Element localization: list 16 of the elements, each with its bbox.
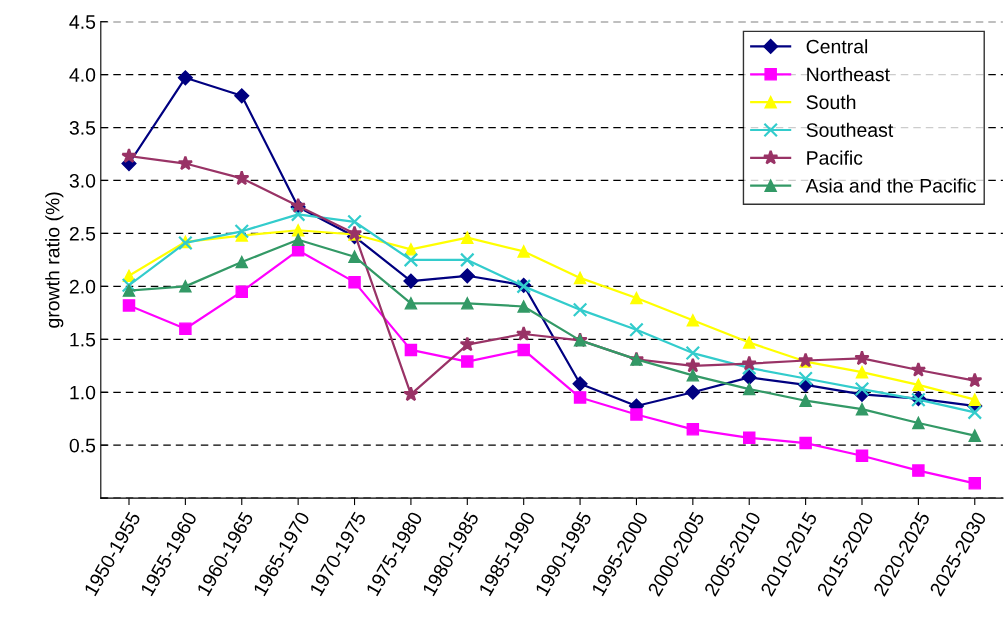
legend-label: South (806, 94, 856, 110)
y-axis-title: growth ratio (%) (45, 192, 64, 328)
legend-label: Southeast (806, 122, 894, 137)
y-tick-label: 3.0 (69, 173, 96, 188)
y-tick-label: 0.5 (69, 438, 96, 453)
y-tick-label: 3.5 (69, 121, 96, 135)
y-tick-label: 1.0 (70, 385, 96, 400)
legend-label: Asia and the Pacific (805, 178, 976, 193)
y-tick-label: 2.5 (69, 226, 96, 241)
y-tick-label: 2.0 (69, 279, 96, 294)
y-tick-label: 1.5 (70, 332, 96, 347)
legend-label: Central (806, 39, 868, 54)
legend-label: Northeast (807, 67, 890, 82)
y-tick-label: 4.0 (69, 68, 96, 82)
y-tick-label: 4.5 (69, 15, 96, 29)
legend-label: Pacific (807, 150, 863, 165)
